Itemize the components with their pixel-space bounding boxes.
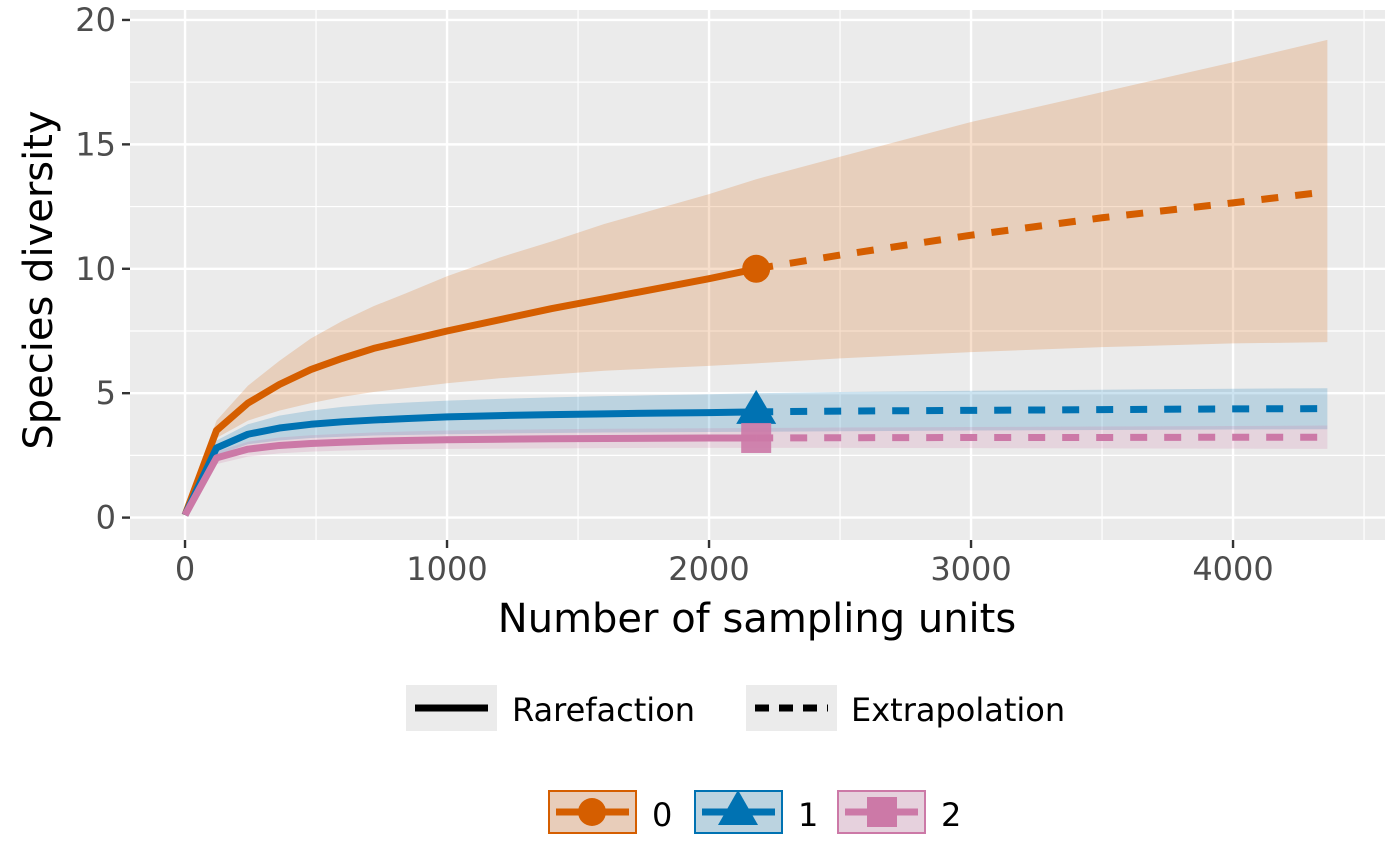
marker-triangle-series-1 bbox=[736, 389, 777, 424]
legend-entry-extrapolation: Extrapolation bbox=[746, 685, 1065, 731]
y-tick-label: 20 bbox=[75, 1, 116, 39]
ribbon-series-2 bbox=[185, 425, 1328, 516]
legend-entry-1: 1 bbox=[694, 790, 818, 834]
y-axis: 0 5 10 15 20 bbox=[75, 1, 130, 537]
legend-label-extrapolation: Extrapolation bbox=[851, 691, 1065, 729]
y-tick-label: 5 bbox=[96, 374, 116, 412]
y-tick-label: 10 bbox=[75, 250, 116, 288]
marker-circle-series-0 bbox=[742, 254, 771, 283]
extrapolation-line-series-0 bbox=[755, 188, 1328, 273]
y-tick-label: 15 bbox=[75, 125, 116, 163]
extrapolation-line-series-1 bbox=[756, 405, 1328, 416]
major-gridlines bbox=[130, 10, 1385, 540]
x-tick-label: 0 bbox=[175, 550, 195, 588]
square-marker-icon bbox=[867, 797, 897, 827]
x-tick-label: 4000 bbox=[1192, 550, 1273, 588]
series-lines bbox=[181, 188, 1328, 517]
marker-square-series-2 bbox=[741, 422, 772, 453]
minor-gridlines bbox=[130, 10, 1385, 540]
circle-marker-icon bbox=[578, 798, 606, 826]
reference-markers bbox=[736, 254, 777, 453]
x-tick-label: 1000 bbox=[406, 550, 487, 588]
rarefaction-line-series-0 bbox=[181, 265, 757, 517]
legend-label-2: 2 bbox=[941, 796, 961, 834]
legend-label-1: 1 bbox=[798, 796, 818, 834]
rarefaction-line-series-1 bbox=[181, 408, 757, 517]
x-axis: 0 1000 2000 3000 4000 bbox=[175, 540, 1274, 588]
extrapolation-line-series-2 bbox=[756, 433, 1328, 442]
linetype-legend: Rarefaction Extrapolation bbox=[406, 685, 1065, 731]
legend-entry-2: 2 bbox=[837, 790, 961, 834]
legend-entry-0: 0 bbox=[548, 790, 672, 834]
triangle-marker-icon bbox=[718, 790, 758, 825]
ribbon-series-1 bbox=[185, 388, 1328, 516]
group-legend: 0 1 2 bbox=[548, 790, 961, 834]
x-tick-label: 2000 bbox=[668, 550, 749, 588]
y-axis-title: Species diversity bbox=[16, 110, 62, 449]
legend-entry-rarefaction: Rarefaction bbox=[406, 685, 695, 731]
legend-label-rarefaction: Rarefaction bbox=[512, 691, 695, 729]
rarefaction-line-series-2 bbox=[181, 434, 757, 517]
x-axis-title: Number of sampling units bbox=[498, 596, 1016, 642]
x-tick-label: 3000 bbox=[930, 550, 1011, 588]
legend-label-0: 0 bbox=[652, 796, 672, 834]
y-tick-label: 0 bbox=[96, 499, 116, 537]
